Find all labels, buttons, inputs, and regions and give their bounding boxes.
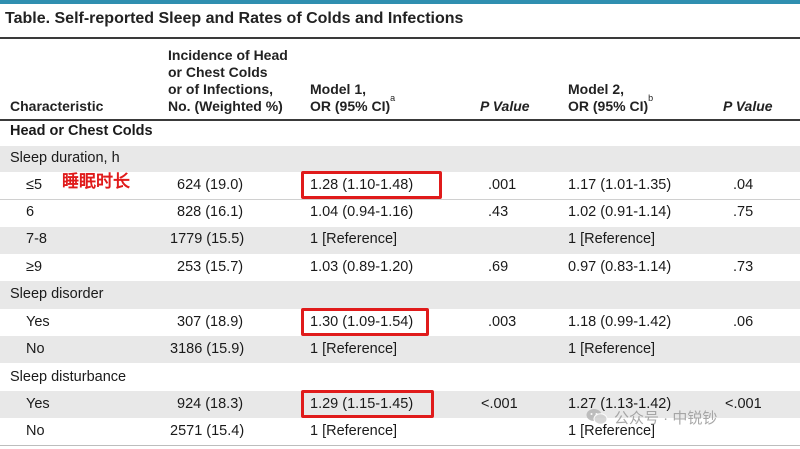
header-model2: Model 2, OR (95% CI)b (568, 81, 653, 115)
row-label: 6 (26, 204, 35, 220)
watermark-text: 公众号 · 中锐钞 (614, 409, 718, 427)
incidence-cell: 624 (19.0) (177, 177, 244, 193)
or1-cell: 1.29 (1.15-1.45) (310, 396, 414, 412)
group-label: Sleep disorder (10, 286, 104, 302)
table-row: Yes 924 (18.3) 1.29 (1.15-1.45) <.001 1.… (0, 391, 800, 418)
table-row: ≥9 253 (15.7) 1.03 (0.89-1.20) .69 0.97 … (0, 254, 800, 281)
table-bottom-rule (0, 445, 800, 446)
table-row: 6 828 (16.1) 1.04 (0.94-1.16) .43 1.02 (… (0, 200, 800, 227)
header-p2-text: P Value (723, 98, 773, 114)
or1-cell: 1.04 (0.94-1.16) (310, 204, 414, 220)
or1-cell: 1 [Reference] (310, 423, 398, 439)
table-row: No 3186 (15.9) 1 [Reference] 1 [Referenc… (0, 336, 800, 363)
header-characteristic: Characteristic (10, 98, 104, 114)
p1-cell: .43 (488, 204, 509, 220)
or2-cell: 1 [Reference] (568, 341, 656, 357)
or1-cell: 1.28 (1.10-1.48) (310, 177, 414, 193)
header-model2-text: OR (95% CI) (568, 98, 649, 114)
header-incidence-line: or of Infections, (168, 81, 273, 97)
incidence-cell: 828 (16.1) (177, 204, 244, 220)
table-row: Sleep disorder (0, 281, 800, 309)
incidence-cell: 307 (18.9) (177, 314, 244, 330)
incidence-cell: 924 (18.3) (177, 396, 244, 412)
header-incidence: Incidence of Head or Chest Colds or of I… (168, 47, 288, 115)
top-accent-rule (0, 0, 800, 4)
p2-cell: .04 (733, 177, 754, 193)
header-model2-line: OR (95% CI)b (568, 94, 653, 115)
table-row: Sleep disturbance (0, 363, 800, 391)
row-label: ≤5 (26, 177, 43, 193)
header-incidence-line: or Chest Colds (168, 64, 268, 80)
header-p1-text: P Value (480, 98, 530, 114)
table-row: 7-8 1779 (15.5) 1 [Reference] 1 [Referen… (0, 227, 800, 254)
or2-cell: 1.18 (0.99-1.42) (568, 314, 672, 330)
highlight-box-disturbance (301, 390, 434, 418)
or2-cell: 1 [Reference] (568, 423, 656, 439)
header-model1: Model 1, OR (95% CI)a (310, 81, 395, 115)
or1-cell: 1.03 (0.89-1.20) (310, 259, 414, 275)
header-model1-text: OR (95% CI) (310, 98, 391, 114)
header-p2: P Value (723, 98, 773, 115)
row-label: No (26, 423, 45, 439)
or1-cell: 1.30 (1.09-1.54) (310, 314, 414, 330)
or2-cell: 0.97 (0.83-1.14) (568, 259, 672, 275)
p1-cell: <.001 (481, 396, 518, 412)
table-row: Sleep duration, h (0, 146, 800, 172)
header-model1-line: OR (95% CI)a (310, 94, 395, 115)
row-label: No (26, 341, 45, 357)
p2-cell: .75 (733, 204, 754, 220)
header-incidence-line: No. (Weighted %) (168, 98, 283, 114)
row-label: Yes (26, 396, 50, 412)
p2-cell: .73 (733, 259, 754, 275)
or2-cell: 1.17 (1.01-1.35) (568, 177, 672, 193)
annotation-label: 睡眠时长 (62, 172, 130, 191)
watermark: 公众号 · 中锐钞 (586, 404, 717, 430)
incidence-cell: 253 (15.7) (177, 259, 244, 275)
highlight-box-duration (301, 171, 442, 199)
table-title: Table. Self-reported Sleep and Rates of … (5, 10, 464, 27)
wechat-logo-icon (586, 408, 608, 426)
table-row: ≤5 624 (19.0) 1.28 (1.10-1.48) .001 1.17… (0, 172, 800, 199)
section-label: Head or Chest Colds (10, 123, 153, 139)
p1-cell: .69 (488, 259, 509, 275)
row-label: Yes (26, 314, 50, 330)
incidence-cell: 3186 (15.9) (170, 341, 245, 357)
highlight-box-disorder (301, 308, 429, 336)
p2-cell: .06 (733, 314, 754, 330)
or1-cell: 1 [Reference] (310, 231, 398, 247)
group-label: Sleep disturbance (10, 369, 127, 385)
table-row: Head or Chest Colds (0, 120, 800, 146)
group-label: Sleep duration, h (10, 150, 120, 166)
title-rule (0, 37, 800, 39)
or1-cell: 1 [Reference] (310, 341, 398, 357)
table-row: Yes 307 (18.9) 1.30 (1.09-1.54) .003 1.1… (0, 309, 800, 336)
row-label: ≥9 (26, 259, 43, 275)
header-model2-line: Model 2, (568, 81, 625, 97)
incidence-cell: 2571 (15.4) (170, 423, 245, 439)
header-p1: P Value (480, 98, 530, 115)
footnote-a: a (390, 93, 396, 104)
table-row: No 2571 (15.4) 1 [Reference] 1 [Referenc… (0, 418, 800, 445)
header-incidence-line: Incidence of Head (168, 47, 288, 63)
incidence-cell: 1779 (15.5) (170, 231, 245, 247)
or2-cell: 1.02 (0.91-1.14) (568, 204, 672, 220)
p1-cell: .001 (488, 177, 517, 193)
or2-cell: 1.27 (1.13-1.42) (568, 396, 672, 412)
row-divider (0, 199, 800, 200)
row-label: 7-8 (26, 231, 47, 247)
header-rule (0, 119, 800, 121)
p1-cell: .003 (488, 314, 517, 330)
header-model1-line: Model 1, (310, 81, 367, 97)
or2-cell: 1 [Reference] (568, 231, 656, 247)
footnote-b: b (648, 93, 654, 104)
p2-cell: <.001 (725, 396, 762, 412)
